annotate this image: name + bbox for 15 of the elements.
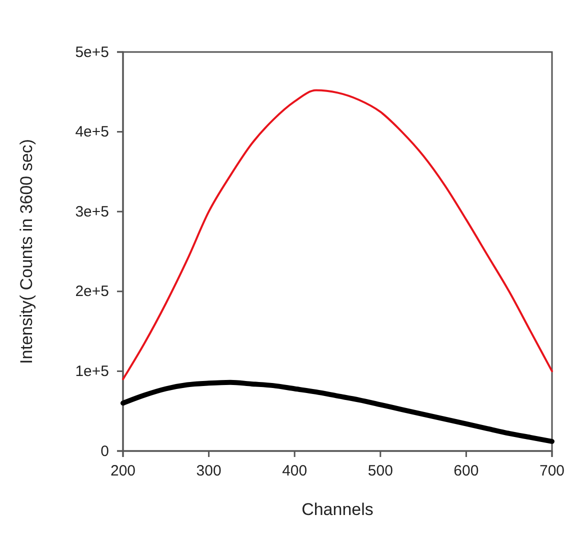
- y-tick-label: 2e+5: [75, 283, 109, 300]
- x-tick-label: 300: [196, 462, 222, 480]
- x-tick-label: 200: [110, 462, 136, 480]
- y-tick-label: 4e+5: [75, 124, 109, 141]
- y-tick-label: 3e+5: [75, 203, 109, 220]
- x-tick-label: 700: [539, 462, 565, 480]
- x-tick-label: 500: [368, 462, 393, 480]
- x-axis-title: Channels: [302, 500, 374, 519]
- y-axis-title: Intensity( Counts in 3600 sec): [17, 139, 36, 364]
- y-tick-label: 5e+5: [75, 44, 109, 61]
- y-tick-label: 0: [100, 442, 109, 460]
- line-series: [122, 89, 553, 380]
- x-tick-label: 400: [282, 462, 308, 480]
- y-tick-label: 1e+5: [75, 363, 109, 380]
- x-tick-label: 600: [454, 462, 479, 480]
